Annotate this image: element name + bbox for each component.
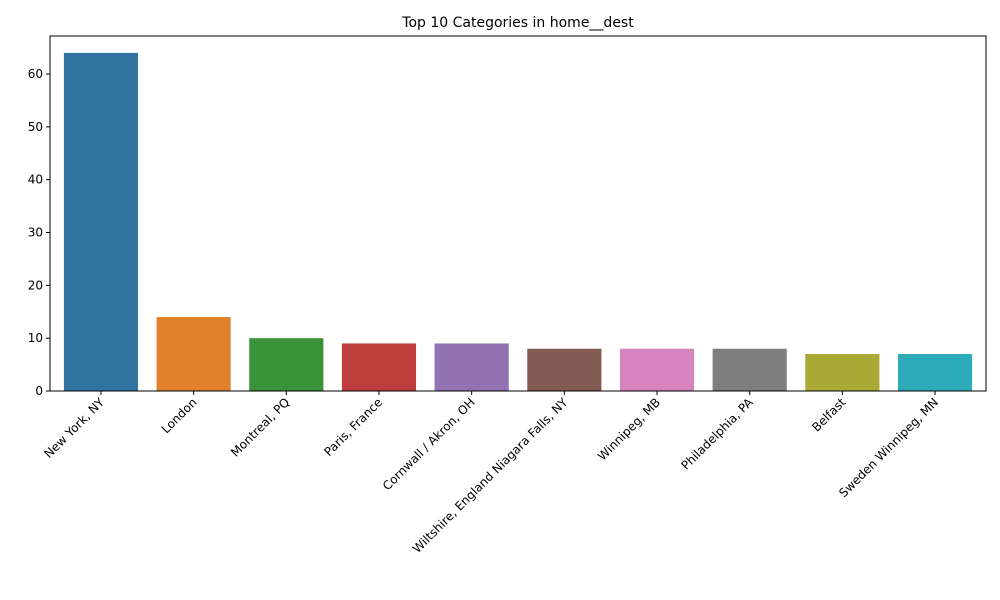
- x-tick-label: Winnipeg, MB: [595, 395, 663, 463]
- bar: [156, 317, 231, 391]
- bar: [619, 348, 695, 391]
- chart-title: Top 10 Categories in home__dest: [401, 15, 634, 31]
- x-tick-label: Cornwall / Akron, OH: [380, 395, 478, 493]
- bar: [249, 338, 324, 391]
- bar: [712, 348, 787, 391]
- x-tick-label: New York, NY: [41, 395, 107, 461]
- x-tick-label: Philadelphia, PA: [678, 395, 756, 473]
- bar: [897, 354, 973, 391]
- x-tick-label: Paris, France: [321, 395, 385, 459]
- bar: [805, 354, 880, 391]
- y-tick-label: 40: [28, 173, 43, 187]
- y-tick-label: 50: [28, 120, 43, 134]
- y-axis: 0 10 20 30 40 50 60: [28, 67, 50, 398]
- bar: [63, 52, 139, 392]
- y-tick-label: 20: [28, 278, 43, 292]
- bar: [527, 348, 602, 391]
- x-tick-label: Montreal, PQ: [228, 395, 292, 459]
- x-tick-label: London: [159, 395, 200, 436]
- y-tick-label: 10: [28, 331, 43, 345]
- bars-group: [63, 52, 973, 392]
- y-tick-label: 0: [35, 384, 43, 398]
- x-axis: New York, NY London Montreal, PQ Paris, Fra…: [41, 391, 941, 556]
- plot-frame: [49, 35, 987, 392]
- x-tick-label: Belfast: [809, 395, 848, 434]
- bar: [341, 343, 417, 391]
- x-tick-label: Sweden Winnipeg, MN: [836, 395, 941, 500]
- y-tick-label: 30: [28, 226, 43, 240]
- bar: [434, 343, 509, 391]
- x-tick-label: Wiltshire, England Niagara Falls, NY: [410, 395, 571, 556]
- y-tick-label: 60: [28, 67, 43, 81]
